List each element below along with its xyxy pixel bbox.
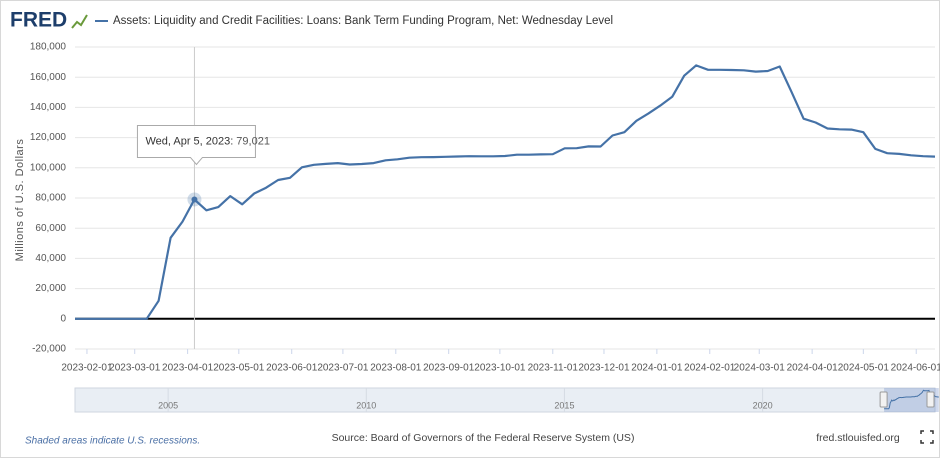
x-tick-label: 2023-08-01	[370, 363, 422, 374]
tooltip-date: Wed, Apr 5, 2023:	[145, 135, 233, 147]
legend-label: Assets: Liquidity and Credit Facilities:…	[113, 15, 613, 27]
navigator-handle[interactable]	[879, 391, 888, 408]
y-tick-label: 180,000	[30, 42, 67, 53]
tooltip-text: Wed, Apr 5, 2023: 79,021	[145, 135, 270, 147]
x-tick-label: 2023-04-01	[162, 363, 214, 374]
hover-point	[191, 196, 198, 203]
y-tick-label: 20,000	[35, 283, 66, 294]
y-tick-label: 160,000	[30, 72, 67, 83]
logo: FRED	[10, 9, 67, 32]
x-tick-label: 2024-06-01	[891, 363, 940, 374]
x-tick-label: 2023-03-01	[109, 363, 161, 374]
x-tick-label: 2024-02-01	[684, 363, 736, 374]
navigator-tick-label: 2005	[158, 400, 178, 410]
y-tick-label: 100,000	[30, 162, 67, 173]
fullscreen-icon[interactable]	[920, 430, 934, 444]
x-tick-label: 2023-09-01	[423, 363, 475, 374]
tooltip-box	[136, 124, 256, 166]
series-line	[75, 64, 936, 320]
footer-source: Source: Board of Governors of the Federa…	[332, 432, 635, 444]
y-tick-label: 40,000	[35, 253, 66, 264]
x-tick-label: 2023-06-01	[266, 363, 318, 374]
tooltip-value: 79,021	[236, 135, 270, 147]
navigator-tick-label: 2010	[356, 400, 376, 410]
navigator	[74, 387, 936, 413]
x-tick-label: 2024-01-01	[631, 363, 683, 374]
x-tick-label: 2024-04-01	[787, 363, 839, 374]
logo-icon	[71, 14, 88, 29]
navigator-tick-label: 2020	[753, 400, 773, 410]
x-tick-label: 2023-11-01	[528, 363, 579, 374]
y-tick-label: -20,000	[32, 344, 66, 355]
navigator-tick-label: 2015	[554, 400, 574, 410]
x-tick-label: 2023-02-01	[61, 363, 113, 374]
y-tick-label: 0	[60, 313, 66, 324]
y-axis-label: Millions of U.S. Dollars	[14, 139, 26, 262]
x-tick-label: 2023-07-01	[317, 363, 369, 374]
navigator-handle[interactable]	[926, 391, 935, 408]
x-tick-label: 2023-05-01	[213, 363, 265, 374]
x-tick-label: 2023-10-01	[474, 363, 526, 374]
x-tick-label: 2024-03-01	[734, 363, 786, 374]
footer-site: fred.stlouisfed.org	[816, 432, 900, 444]
y-tick-label: 80,000	[35, 193, 66, 204]
y-tick-label: 140,000	[30, 102, 67, 113]
y-tick-label: 60,000	[35, 223, 66, 234]
x-tick-label: 2024-05-01	[838, 363, 890, 374]
y-tick-label: 120,000	[30, 132, 67, 143]
x-tick-label: 2023-12-01	[578, 363, 630, 374]
footer-note: Shaded areas indicate U.S. recessions.	[25, 436, 200, 447]
